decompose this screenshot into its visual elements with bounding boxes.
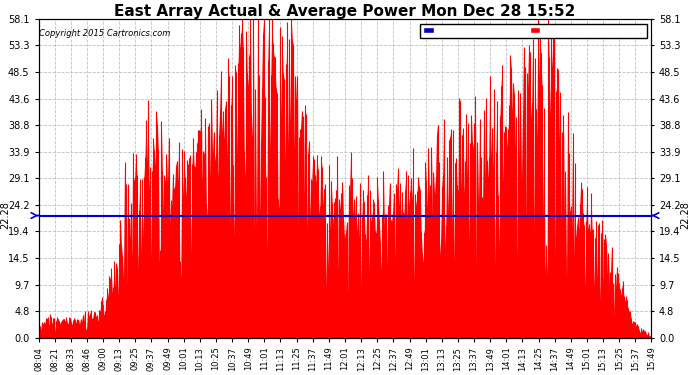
Text: Copyright 2015 Cartronics.com: Copyright 2015 Cartronics.com: [39, 29, 170, 38]
Text: 22.28: 22.28: [0, 202, 10, 229]
Title: East Array Actual & Average Power Mon Dec 28 15:52: East Array Actual & Average Power Mon De…: [115, 4, 575, 19]
Text: 22.28: 22.28: [680, 202, 690, 229]
Legend: Average  (DC Watts), East Array  (DC Watts): Average (DC Watts), East Array (DC Watts…: [420, 24, 647, 38]
